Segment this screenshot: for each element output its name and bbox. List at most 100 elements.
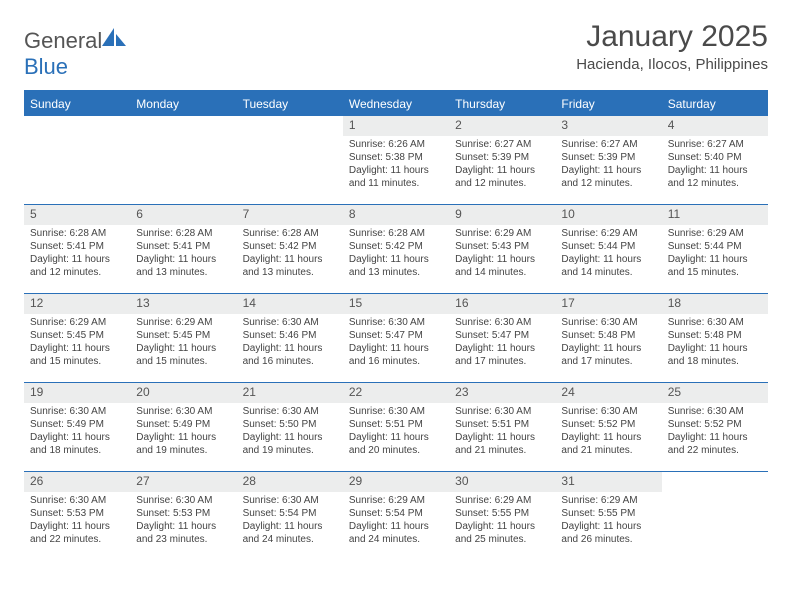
calendar-week: 1Sunrise: 6:26 AMSunset: 5:38 PMDaylight… xyxy=(24,116,768,204)
calendar-day-cell: 20Sunrise: 6:30 AMSunset: 5:49 PMDayligh… xyxy=(130,383,236,471)
day-number: 22 xyxy=(343,383,449,403)
sunrise-line: Sunrise: 6:29 AM xyxy=(30,316,124,329)
page: General Blue January 2025 Hacienda, Iloc… xyxy=(0,0,792,580)
day-details: Sunrise: 6:29 AMSunset: 5:55 PMDaylight:… xyxy=(555,492,661,550)
sunrise-line: Sunrise: 6:28 AM xyxy=(30,227,124,240)
daylight-line-1: Daylight: 11 hours xyxy=(455,342,549,355)
sunrise-line: Sunrise: 6:30 AM xyxy=(349,316,443,329)
day-details: Sunrise: 6:30 AMSunset: 5:49 PMDaylight:… xyxy=(24,403,130,461)
day-details: Sunrise: 6:27 AMSunset: 5:39 PMDaylight:… xyxy=(449,136,555,194)
day-number: 8 xyxy=(343,205,449,225)
sunset-line: Sunset: 5:42 PM xyxy=(349,240,443,253)
daylight-line-2: and 24 minutes. xyxy=(349,533,443,546)
daylight-line-2: and 17 minutes. xyxy=(561,355,655,368)
day-details: Sunrise: 6:28 AMSunset: 5:41 PMDaylight:… xyxy=(130,225,236,283)
daylight-line-1: Daylight: 11 hours xyxy=(668,342,762,355)
sunset-line: Sunset: 5:39 PM xyxy=(455,151,549,164)
day-number: 21 xyxy=(237,383,343,403)
sunrise-line: Sunrise: 6:29 AM xyxy=(349,494,443,507)
sunrise-line: Sunrise: 6:30 AM xyxy=(455,316,549,329)
daylight-line-2: and 26 minutes. xyxy=(561,533,655,546)
daylight-line-1: Daylight: 11 hours xyxy=(455,164,549,177)
calendar-day-cell: 23Sunrise: 6:30 AMSunset: 5:51 PMDayligh… xyxy=(449,383,555,471)
daylight-line-2: and 22 minutes. xyxy=(668,444,762,457)
brand-sail-icon xyxy=(102,28,128,48)
weekday-header: Wednesday xyxy=(343,92,449,116)
daylight-line-2: and 18 minutes. xyxy=(668,355,762,368)
day-number: 31 xyxy=(555,472,661,492)
day-number: 11 xyxy=(662,205,768,225)
brand-part1: General xyxy=(24,28,102,53)
daylight-line-2: and 22 minutes. xyxy=(30,533,124,546)
daylight-line-1: Daylight: 11 hours xyxy=(243,431,337,444)
daylight-line-1: Daylight: 11 hours xyxy=(455,431,549,444)
day-details: Sunrise: 6:26 AMSunset: 5:38 PMDaylight:… xyxy=(343,136,449,194)
day-number: 28 xyxy=(237,472,343,492)
day-details: Sunrise: 6:30 AMSunset: 5:47 PMDaylight:… xyxy=(343,314,449,372)
sunrise-line: Sunrise: 6:29 AM xyxy=(455,494,549,507)
brand-text: General Blue xyxy=(24,28,128,80)
calendar-day-cell: 24Sunrise: 6:30 AMSunset: 5:52 PMDayligh… xyxy=(555,383,661,471)
day-details: Sunrise: 6:30 AMSunset: 5:48 PMDaylight:… xyxy=(662,314,768,372)
daylight-line-2: and 11 minutes. xyxy=(349,177,443,190)
calendar-day-cell: 31Sunrise: 6:29 AMSunset: 5:55 PMDayligh… xyxy=(555,472,661,560)
calendar-day-cell: 2Sunrise: 6:27 AMSunset: 5:39 PMDaylight… xyxy=(449,116,555,204)
day-details: Sunrise: 6:29 AMSunset: 5:45 PMDaylight:… xyxy=(130,314,236,372)
sunrise-line: Sunrise: 6:29 AM xyxy=(136,316,230,329)
day-details: Sunrise: 6:30 AMSunset: 5:47 PMDaylight:… xyxy=(449,314,555,372)
daylight-line-2: and 15 minutes. xyxy=(30,355,124,368)
day-number: 30 xyxy=(449,472,555,492)
sunset-line: Sunset: 5:53 PM xyxy=(136,507,230,520)
calendar-day-cell: 4Sunrise: 6:27 AMSunset: 5:40 PMDaylight… xyxy=(662,116,768,204)
day-number: 25 xyxy=(662,383,768,403)
daylight-line-1: Daylight: 11 hours xyxy=(561,431,655,444)
weekday-header: Friday xyxy=(555,92,661,116)
daylight-line-1: Daylight: 11 hours xyxy=(30,520,124,533)
sunrise-line: Sunrise: 6:30 AM xyxy=(243,494,337,507)
sunset-line: Sunset: 5:48 PM xyxy=(668,329,762,342)
daylight-line-2: and 14 minutes. xyxy=(561,266,655,279)
day-number: 20 xyxy=(130,383,236,403)
daylight-line-2: and 13 minutes. xyxy=(243,266,337,279)
day-number: 17 xyxy=(555,294,661,314)
daylight-line-1: Daylight: 11 hours xyxy=(455,520,549,533)
sunset-line: Sunset: 5:54 PM xyxy=(349,507,443,520)
calendar-day-cell: 6Sunrise: 6:28 AMSunset: 5:41 PMDaylight… xyxy=(130,205,236,293)
day-details: Sunrise: 6:30 AMSunset: 5:49 PMDaylight:… xyxy=(130,403,236,461)
day-details: Sunrise: 6:29 AMSunset: 5:44 PMDaylight:… xyxy=(555,225,661,283)
sunrise-line: Sunrise: 6:27 AM xyxy=(561,138,655,151)
sunset-line: Sunset: 5:55 PM xyxy=(561,507,655,520)
daylight-line-1: Daylight: 11 hours xyxy=(243,342,337,355)
weekday-header: Saturday xyxy=(662,92,768,116)
sunset-line: Sunset: 5:54 PM xyxy=(243,507,337,520)
calendar-day-cell: 16Sunrise: 6:30 AMSunset: 5:47 PMDayligh… xyxy=(449,294,555,382)
day-number: 29 xyxy=(343,472,449,492)
day-details: Sunrise: 6:29 AMSunset: 5:45 PMDaylight:… xyxy=(24,314,130,372)
sunset-line: Sunset: 5:39 PM xyxy=(561,151,655,164)
daylight-line-1: Daylight: 11 hours xyxy=(455,253,549,266)
daylight-line-2: and 12 minutes. xyxy=(561,177,655,190)
calendar-day-cell: 13Sunrise: 6:29 AMSunset: 5:45 PMDayligh… xyxy=(130,294,236,382)
sunrise-line: Sunrise: 6:30 AM xyxy=(243,405,337,418)
daylight-line-2: and 15 minutes. xyxy=(136,355,230,368)
sunrise-line: Sunrise: 6:30 AM xyxy=(668,405,762,418)
calendar-day-cell: 11Sunrise: 6:29 AMSunset: 5:44 PMDayligh… xyxy=(662,205,768,293)
sunrise-line: Sunrise: 6:30 AM xyxy=(243,316,337,329)
sunset-line: Sunset: 5:48 PM xyxy=(561,329,655,342)
day-number: 10 xyxy=(555,205,661,225)
sunrise-line: Sunrise: 6:30 AM xyxy=(668,316,762,329)
sunrise-line: Sunrise: 6:29 AM xyxy=(561,494,655,507)
month-title: January 2025 xyxy=(576,20,768,54)
calendar-day-cell xyxy=(130,116,236,204)
daylight-line-1: Daylight: 11 hours xyxy=(349,164,443,177)
daylight-line-2: and 18 minutes. xyxy=(30,444,124,457)
sunrise-line: Sunrise: 6:30 AM xyxy=(561,316,655,329)
sunrise-line: Sunrise: 6:30 AM xyxy=(561,405,655,418)
sunrise-line: Sunrise: 6:30 AM xyxy=(455,405,549,418)
sunrise-line: Sunrise: 6:30 AM xyxy=(136,405,230,418)
daylight-line-1: Daylight: 11 hours xyxy=(30,342,124,355)
sunset-line: Sunset: 5:50 PM xyxy=(243,418,337,431)
calendar-day-cell: 3Sunrise: 6:27 AMSunset: 5:39 PMDaylight… xyxy=(555,116,661,204)
sunrise-line: Sunrise: 6:29 AM xyxy=(561,227,655,240)
day-details: Sunrise: 6:30 AMSunset: 5:54 PMDaylight:… xyxy=(237,492,343,550)
